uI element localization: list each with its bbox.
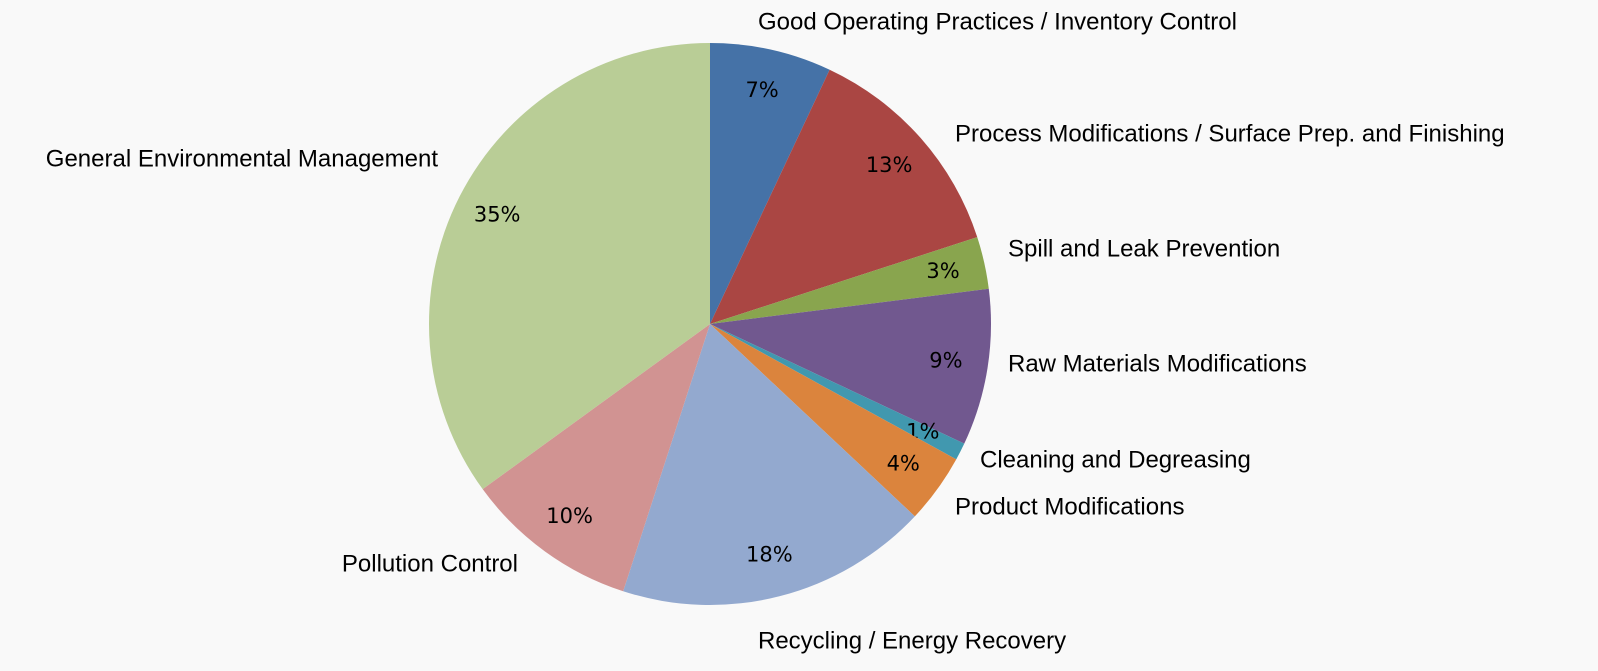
category-label: Cleaning and Degreasing [980,446,1251,473]
category-label: Recycling / Energy Recovery [758,627,1066,654]
value-label: 18% [746,542,793,566]
category-label: Good Operating Practices / Inventory Con… [758,8,1237,35]
value-label: 13% [866,153,913,177]
pie-slice [710,324,957,517]
category-label: General Environmental Management [46,145,439,172]
value-label: 35% [474,203,521,227]
category-label: Spill and Leak Prevention [1008,235,1280,262]
value-label: 10% [546,504,593,528]
pie-slice [710,324,965,460]
category-label: Product Modifications [955,493,1184,520]
pie-slice [710,237,989,324]
value-label: 3% [926,259,959,283]
pie-slice [623,324,915,605]
category-label: Raw Materials Modifications [1008,350,1307,377]
category-label: Process Modifications / Surface Prep. an… [955,120,1505,147]
pie-slice [710,69,978,325]
value-label: 4% [887,451,920,475]
value-label: 9% [929,348,962,372]
pie-slice [482,324,710,592]
pie-slice [710,43,830,324]
pie-slice [710,288,991,444]
value-label: 7% [745,78,778,102]
category-label: Pollution Control [342,550,518,577]
pie-slice [429,43,710,490]
